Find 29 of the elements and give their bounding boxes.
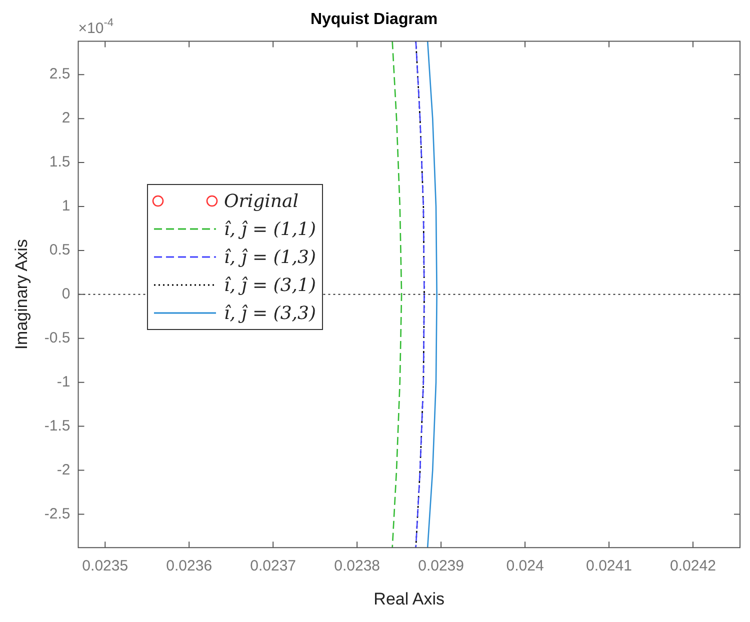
- y-axis-title: Imaginary Axis: [12, 239, 31, 350]
- x-tick-label: 0.0242: [670, 558, 716, 575]
- y-tick-label: 0.5: [49, 242, 70, 259]
- y-tick-label: 1.5: [49, 154, 70, 171]
- y-tick-label: -2: [56, 461, 70, 478]
- line-series: [392, 41, 402, 548]
- y-tick-label: 0: [62, 286, 70, 303]
- x-tick-label: 0.024: [506, 558, 544, 575]
- y-tick-label: -2.5: [44, 505, 70, 522]
- y-tick-label: 1: [62, 198, 70, 215]
- x-tick-label: 0.0239: [418, 558, 464, 575]
- x-tick-label: 0.0238: [334, 558, 380, 575]
- x-axis-title: Real Axis: [374, 589, 445, 608]
- y-tick-label: -0.5: [44, 330, 70, 346]
- x-tick-label: 0.0237: [250, 558, 296, 575]
- legend-label: î, ĵ = (1,3): [224, 246, 316, 268]
- line-series: [415, 41, 425, 548]
- y-tick-label: 2.5: [49, 66, 70, 83]
- legend-label: î, ĵ = (3,3): [224, 302, 316, 324]
- legend-label: î, ĵ = (1,1): [224, 218, 316, 240]
- x-tick-label: 0.0235: [82, 558, 128, 575]
- y-tick-label: 2: [62, 110, 70, 127]
- y-tick-label: -1.5: [44, 417, 70, 434]
- legend-label: î, ĵ = (3,1): [224, 274, 316, 296]
- y-tick-label: -1: [56, 373, 70, 390]
- x-tick-label: 0.0236: [166, 558, 212, 575]
- legend-label: Original: [224, 190, 298, 212]
- x-tick-label: 0.0241: [586, 558, 632, 575]
- chart-title: Nyquist Diagram: [310, 11, 438, 28]
